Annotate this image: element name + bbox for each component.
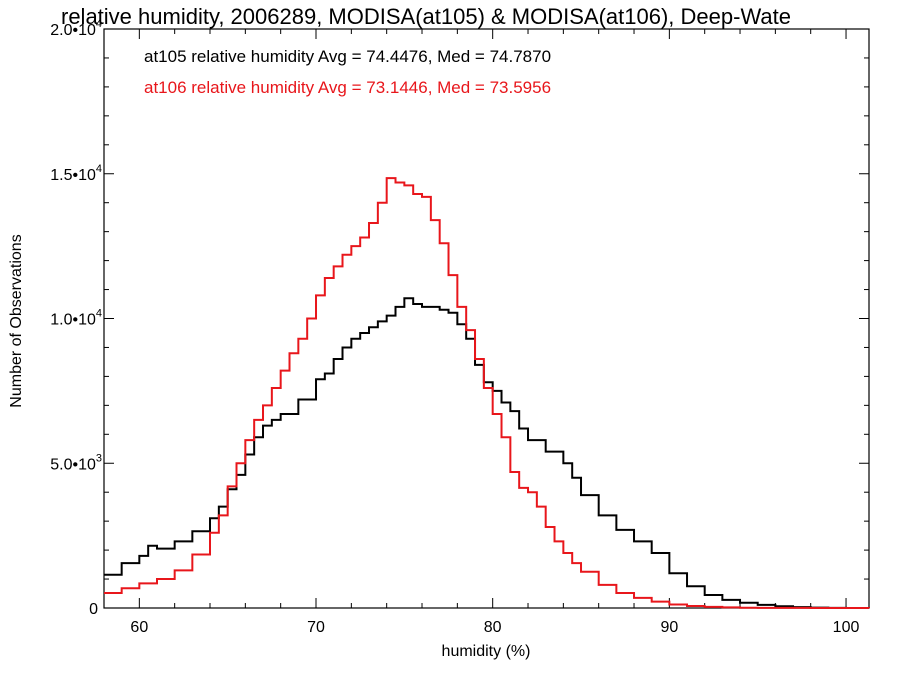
y-axis-label: Number of Observations bbox=[8, 234, 25, 407]
series-line-at105 bbox=[104, 297, 870, 609]
y-axis: 0 5.0•103 1.0•104 1.5•104 2.0•104 bbox=[50, 18, 869, 618]
x-tick-label: 100 bbox=[833, 619, 860, 636]
y-tick-label: 1.5•104 bbox=[50, 163, 102, 184]
y-tick-label: 2.0•104 bbox=[50, 18, 102, 39]
series-layer bbox=[104, 177, 870, 609]
y-tick-label: 0 bbox=[89, 601, 98, 618]
x-tick-label: 80 bbox=[484, 619, 502, 636]
y-tick-label: 1.0•104 bbox=[50, 308, 102, 329]
y-tick-label: 5.0•103 bbox=[50, 452, 102, 473]
x-axis: 60 70 80 90 100 bbox=[103, 29, 860, 636]
stats-label-at105: at105 relative humidity Avg = 74.4476, M… bbox=[144, 47, 551, 66]
x-tick-label: 60 bbox=[130, 619, 148, 636]
chart-title: relative humidity, 2006289, MODISA(at105… bbox=[61, 4, 791, 29]
series-line-at106 bbox=[104, 177, 870, 609]
x-tick-label: 70 bbox=[307, 619, 325, 636]
stats-label-at106: at106 relative humidity Avg = 73.1446, M… bbox=[144, 78, 551, 97]
x-tick-label: 90 bbox=[660, 619, 678, 636]
x-axis-label: humidity (%) bbox=[442, 643, 531, 660]
